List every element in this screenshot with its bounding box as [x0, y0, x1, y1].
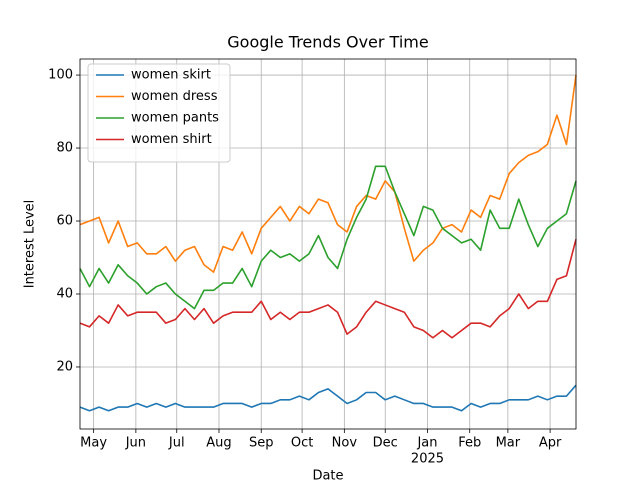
x-tick-year-label: 2025	[411, 452, 444, 467]
chart-title: Google Trends Over Time	[227, 33, 428, 52]
x-tick-label: Jun	[125, 436, 146, 451]
legend-label: women shirt	[131, 132, 212, 147]
series-line	[79, 165, 577, 310]
x-tick-label: Nov	[332, 436, 358, 451]
y-tick-label: 100	[48, 68, 73, 83]
x-tick-label: Mar	[496, 436, 521, 451]
plot-frame	[79, 58, 577, 430]
y-tick-label: 60	[56, 214, 73, 229]
x-tick-label: Jul	[168, 436, 185, 451]
x-tick-label: Feb	[458, 436, 481, 451]
y-axis-label: Interest Level	[23, 200, 38, 289]
x-tick-label: May	[80, 436, 107, 451]
y-tick-label: 80	[56, 141, 73, 156]
series-line	[79, 74, 577, 273]
series-line	[79, 384, 577, 412]
y-tick-label: 20	[56, 359, 73, 374]
x-tick-label: Apr	[539, 436, 562, 451]
x-tick-label: Jan	[416, 436, 437, 451]
x-axis-label: Date	[312, 469, 343, 480]
legend-label: women pants	[131, 111, 219, 126]
legend-label: women skirt	[131, 68, 211, 83]
y-tick-label: 40	[56, 286, 73, 301]
x-tick-label: Aug	[206, 436, 231, 451]
legend-label: women dress	[131, 89, 218, 104]
legend-box	[87, 63, 231, 163]
x-tick-label: Oct	[291, 436, 313, 451]
series-line	[79, 239, 577, 339]
x-tick-label: Sep	[249, 436, 274, 451]
x-tick-label: Dec	[373, 436, 398, 451]
